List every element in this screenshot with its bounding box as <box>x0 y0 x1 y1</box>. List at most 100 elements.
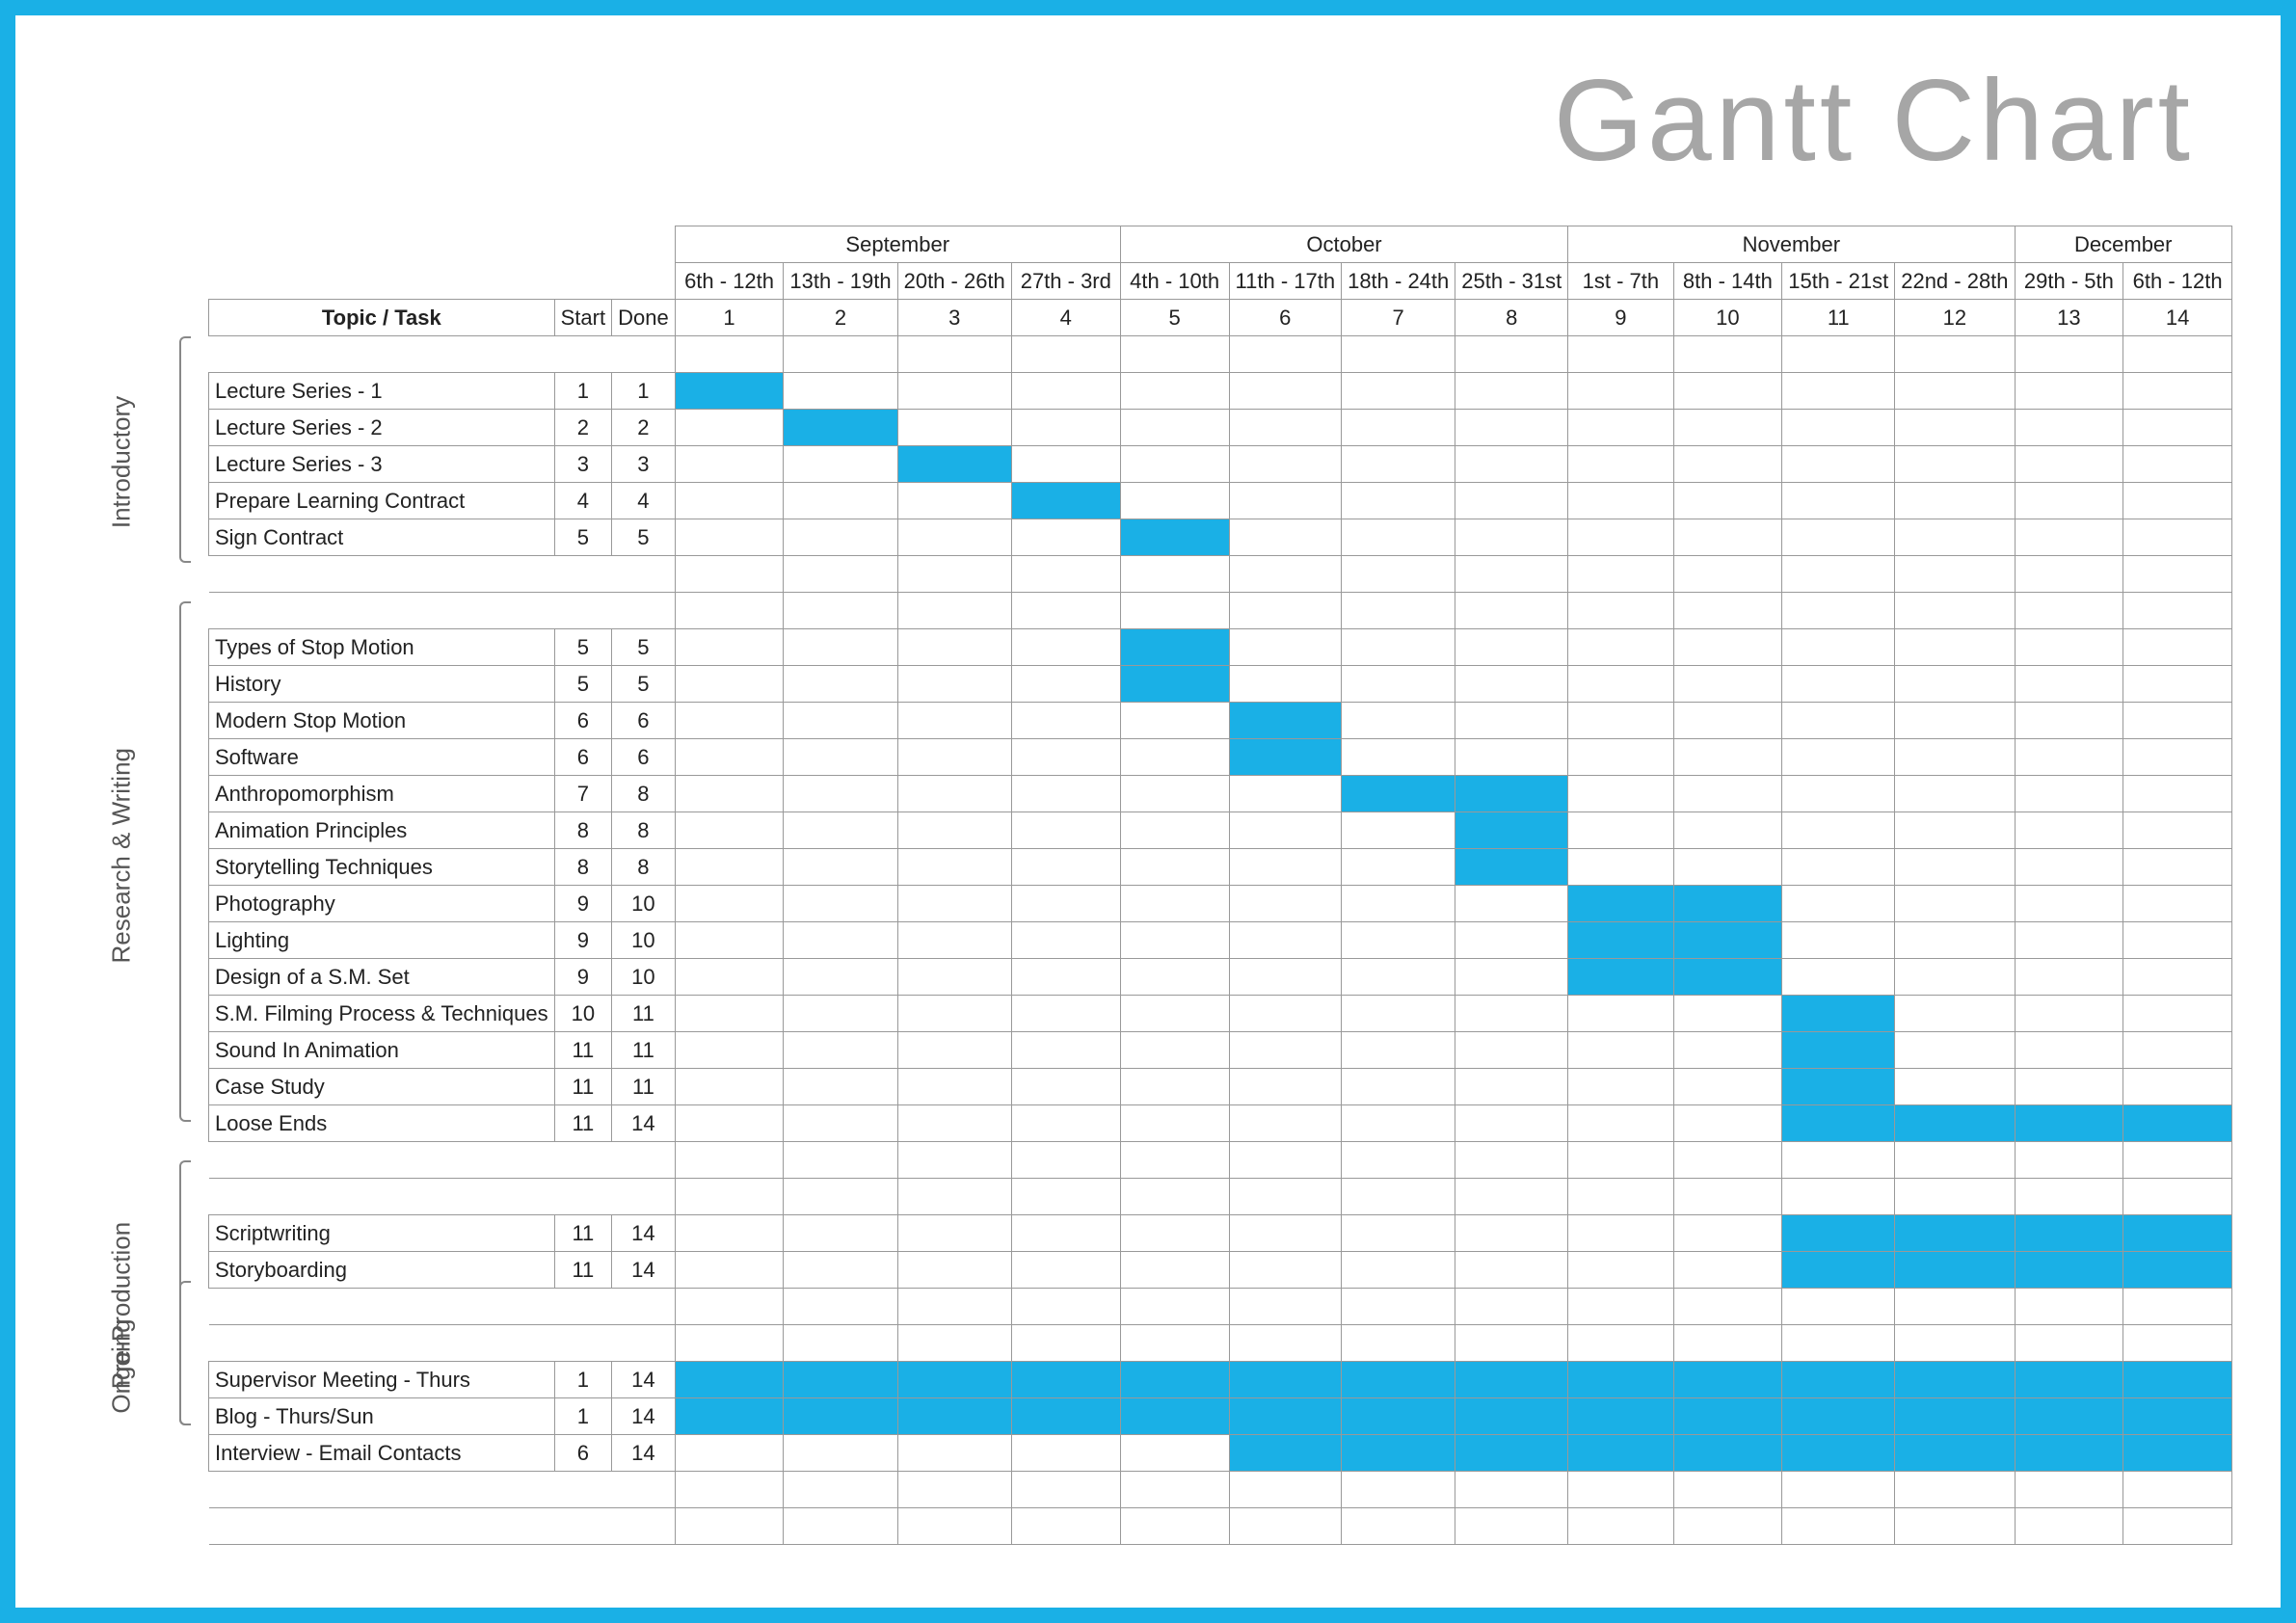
done-cell: 4 <box>612 483 676 519</box>
header-task: Topic / Task <box>209 300 555 336</box>
task-cell: S.M. Filming Process & Techniques <box>209 996 555 1032</box>
task-cell: Supervisor Meeting - Thurs <box>209 1362 555 1398</box>
date-range-cell: 8th - 14th <box>1673 263 1782 300</box>
gantt-bar-cell <box>1782 1069 1895 1105</box>
section-bracket <box>179 1281 191 1425</box>
week-number-cell: 14 <box>2123 300 2232 336</box>
gantt-bar-cell <box>1895 1252 2015 1289</box>
done-cell: 1 <box>612 373 676 410</box>
gantt-bar-cell <box>1011 1398 1120 1435</box>
task-cell: Scriptwriting <box>209 1215 555 1252</box>
table-row: Animation Principles88 <box>209 812 2232 849</box>
gantt-bar-cell <box>1782 996 1895 1032</box>
gantt-bar-cell <box>897 446 1011 483</box>
task-cell: Blog - Thurs/Sun <box>209 1398 555 1435</box>
gantt-bar-cell <box>2123 1105 2232 1142</box>
done-cell: 10 <box>612 959 676 996</box>
gantt-bar-cell <box>1673 922 1782 959</box>
week-number-cell: 11 <box>1782 300 1895 336</box>
gantt-bar-cell <box>1455 1435 1568 1472</box>
chart-frame: Gantt Chart IntroductoryResearch & Writi… <box>0 0 2296 1623</box>
gantt-bar-cell <box>1782 1105 1895 1142</box>
table-row: Case Study1111 <box>209 1069 2232 1105</box>
gantt-bar-cell <box>1229 1435 1342 1472</box>
task-cell: Animation Principles <box>209 812 555 849</box>
start-cell: 11 <box>554 1252 611 1289</box>
gantt-bar-cell <box>1342 776 1455 812</box>
done-cell: 11 <box>612 996 676 1032</box>
gantt-bar-cell <box>2123 1398 2232 1435</box>
start-cell: 8 <box>554 812 611 849</box>
week-number-cell: 1 <box>675 300 784 336</box>
start-cell: 3 <box>554 446 611 483</box>
month-header: September <box>675 226 1120 263</box>
gantt-bar-cell <box>1568 922 1673 959</box>
table-row <box>209 1289 2232 1325</box>
date-range-cell: 18th - 24th <box>1342 263 1455 300</box>
gantt-bar-cell <box>1120 629 1229 666</box>
table-row <box>209 336 2232 373</box>
start-cell: 9 <box>554 922 611 959</box>
date-range-cell: 27th - 3rd <box>1011 263 1120 300</box>
chart-body: IntroductoryResearch & WritingPre-Produc… <box>64 226 2232 1545</box>
gantt-bar-cell <box>1673 1362 1782 1398</box>
start-cell: 9 <box>554 886 611 922</box>
gantt-bar-cell <box>2123 1362 2232 1398</box>
gantt-bar-cell <box>2015 1398 2123 1435</box>
task-cell: Sound In Animation <box>209 1032 555 1069</box>
gantt-bar-cell <box>784 1362 897 1398</box>
start-cell: 8 <box>554 849 611 886</box>
gantt-bar-cell <box>897 1398 1011 1435</box>
date-range-cell: 25th - 31st <box>1455 263 1568 300</box>
week-number-cell: 9 <box>1568 300 1673 336</box>
done-cell: 14 <box>612 1215 676 1252</box>
table-row: Supervisor Meeting - Thurs114 <box>209 1362 2232 1398</box>
done-cell: 5 <box>612 629 676 666</box>
gantt-bar-cell <box>1782 1215 1895 1252</box>
table-row: Loose Ends1114 <box>209 1105 2232 1142</box>
start-cell: 11 <box>554 1105 611 1142</box>
task-cell: Lecture Series - 3 <box>209 446 555 483</box>
table-row: Prepare Learning Contract44 <box>209 483 2232 519</box>
task-cell: Storyboarding <box>209 1252 555 1289</box>
done-cell: 8 <box>612 849 676 886</box>
start-cell: 6 <box>554 1435 611 1472</box>
gantt-bar-cell <box>784 1398 897 1435</box>
section-brackets <box>131 226 208 1545</box>
task-cell: Case Study <box>209 1069 555 1105</box>
start-cell: 11 <box>554 1032 611 1069</box>
gantt-bar-cell <box>1342 1435 1455 1472</box>
done-cell: 6 <box>612 703 676 739</box>
task-cell: Anthropomorphism <box>209 776 555 812</box>
table-row: Scriptwriting1114 <box>209 1215 2232 1252</box>
month-header: December <box>2015 226 2231 263</box>
table-row <box>209 1142 2232 1179</box>
start-cell: 9 <box>554 959 611 996</box>
header-start: Start <box>554 300 611 336</box>
month-header: November <box>1568 226 2015 263</box>
start-cell: 5 <box>554 629 611 666</box>
gantt-bar-cell <box>1673 1435 1782 1472</box>
done-cell: 10 <box>612 922 676 959</box>
gantt-bar-cell <box>675 373 784 410</box>
gantt-bar-cell <box>2123 1435 2232 1472</box>
gantt-bar-cell <box>1011 1362 1120 1398</box>
gantt-bar-cell <box>1120 1398 1229 1435</box>
task-cell: Lecture Series - 2 <box>209 410 555 446</box>
gantt-bar-cell <box>1673 886 1782 922</box>
table-row: Anthropomorphism78 <box>209 776 2232 812</box>
start-cell: 11 <box>554 1215 611 1252</box>
task-cell: History <box>209 666 555 703</box>
table-row: Blog - Thurs/Sun114 <box>209 1398 2232 1435</box>
task-cell: Interview - Email Contacts <box>209 1435 555 1472</box>
gantt-bar-cell <box>1229 1398 1342 1435</box>
week-number-cell: 3 <box>897 300 1011 336</box>
gantt-bar-cell <box>1229 1362 1342 1398</box>
table-row <box>209 1508 2232 1545</box>
done-cell: 2 <box>612 410 676 446</box>
table-row: Lighting910 <box>209 922 2232 959</box>
done-cell: 11 <box>612 1069 676 1105</box>
task-cell: Types of Stop Motion <box>209 629 555 666</box>
gantt-bar-cell <box>1120 666 1229 703</box>
gantt-bar-cell <box>1229 739 1342 776</box>
